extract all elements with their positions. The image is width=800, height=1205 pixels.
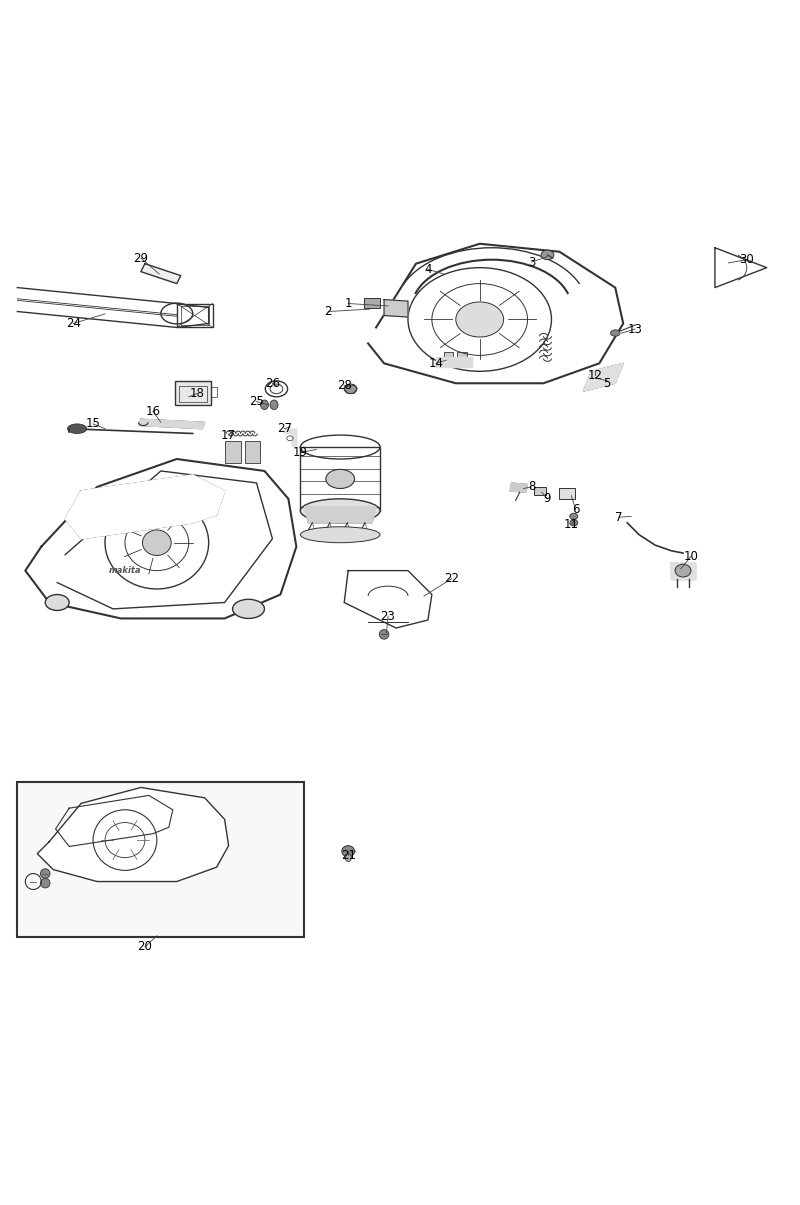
Text: 10: 10 [683,549,698,563]
Ellipse shape [570,519,578,525]
Text: 11: 11 [564,518,579,531]
FancyBboxPatch shape [225,441,241,463]
Polygon shape [583,364,623,392]
Ellipse shape [344,384,357,394]
Polygon shape [26,459,296,618]
Polygon shape [510,483,527,493]
Text: 19: 19 [293,446,308,459]
Text: 28: 28 [337,380,352,392]
Text: 24: 24 [66,317,81,330]
Polygon shape [141,264,181,283]
FancyBboxPatch shape [18,782,304,937]
Text: makita: makita [109,566,142,575]
Ellipse shape [300,499,380,523]
Polygon shape [384,300,408,317]
Text: 3: 3 [528,255,535,269]
Ellipse shape [233,599,265,618]
Text: 17: 17 [221,429,236,441]
FancyBboxPatch shape [458,352,467,366]
Text: 5: 5 [603,377,611,389]
Ellipse shape [300,527,380,542]
Ellipse shape [46,594,69,611]
Text: 2: 2 [325,305,332,318]
Ellipse shape [456,302,504,337]
Text: 12: 12 [588,369,603,382]
Ellipse shape [345,853,351,862]
Polygon shape [138,419,205,429]
FancyBboxPatch shape [559,488,575,499]
FancyBboxPatch shape [534,487,546,495]
Text: 26: 26 [265,377,280,389]
Ellipse shape [326,470,354,488]
Ellipse shape [261,400,269,410]
Text: 14: 14 [428,357,443,370]
Text: 23: 23 [381,610,395,623]
Ellipse shape [41,878,50,888]
Ellipse shape [41,869,50,878]
Polygon shape [177,304,213,328]
Ellipse shape [379,629,389,639]
Text: 13: 13 [628,323,642,335]
Polygon shape [300,447,380,511]
Ellipse shape [541,251,554,260]
Ellipse shape [67,424,86,434]
Ellipse shape [142,530,171,556]
Text: 25: 25 [249,395,264,408]
Text: 27: 27 [277,422,292,435]
Polygon shape [344,571,432,628]
Polygon shape [38,787,229,882]
Text: 18: 18 [190,387,204,400]
Text: 22: 22 [444,572,459,586]
Text: 21: 21 [341,848,356,862]
Ellipse shape [270,400,278,410]
Text: 15: 15 [86,417,101,430]
FancyBboxPatch shape [175,381,211,405]
Polygon shape [304,507,376,523]
Text: 20: 20 [138,940,152,953]
Polygon shape [368,243,623,383]
FancyBboxPatch shape [245,441,261,463]
Text: 6: 6 [572,502,579,516]
Text: 9: 9 [544,493,551,505]
Ellipse shape [570,513,578,519]
Polygon shape [715,248,766,288]
Polygon shape [18,288,209,328]
Text: 30: 30 [739,253,754,266]
Polygon shape [671,563,695,578]
Polygon shape [285,429,296,445]
Ellipse shape [675,564,691,577]
Polygon shape [436,357,472,368]
Text: 29: 29 [134,252,149,265]
Text: 7: 7 [615,511,623,524]
FancyBboxPatch shape [444,352,454,366]
Text: 16: 16 [146,405,160,418]
Polygon shape [65,475,225,539]
Ellipse shape [342,846,354,857]
FancyBboxPatch shape [364,298,380,307]
Ellipse shape [610,330,620,336]
Text: 1: 1 [345,298,352,310]
Text: 4: 4 [424,263,432,276]
Text: 8: 8 [528,481,535,493]
